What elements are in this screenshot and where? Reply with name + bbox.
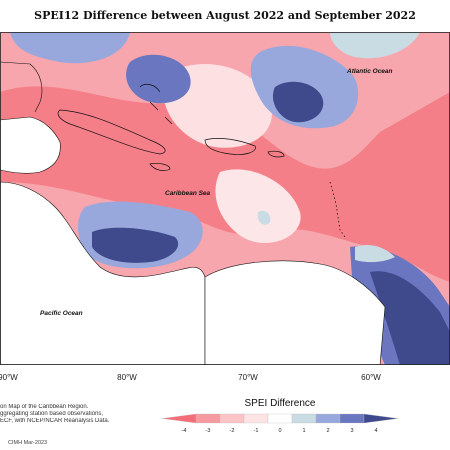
legend-tick-label: 1 <box>302 428 305 434</box>
legend-swatch <box>161 413 197 424</box>
legend-swatch <box>363 413 399 424</box>
legend-title: SPEI Difference <box>244 398 316 409</box>
wet-core-atlantic <box>272 81 324 123</box>
legend-tick-label: -3 <box>206 428 211 434</box>
legend-tick-label: 2 <box>326 428 329 434</box>
credit-line: ggregating station based observations, <box>0 411 104 417</box>
wet-area-small <box>257 210 271 225</box>
spei-map: Atlantic Ocean Caribbean Sea Pacific Oce… <box>0 32 450 365</box>
land-south-america <box>204 260 386 365</box>
land-florida <box>0 61 43 113</box>
footer-text: CIMH Mar-2023 <box>8 440 48 446</box>
longitude-tick: 80°W <box>117 373 137 382</box>
label-atlantic-ocean: Atlantic Ocean <box>346 68 393 75</box>
wet-area-central-america-core <box>92 227 179 263</box>
longitude-tick: 70°W <box>238 373 258 382</box>
wet-area-guianas-core <box>370 271 450 365</box>
land-bahamas <box>139 83 173 125</box>
legend-swatch <box>267 413 293 424</box>
legend-swatch <box>243 413 269 424</box>
longitude-tick: 90°W <box>0 373 18 382</box>
legend-tick-label: -2 <box>230 428 235 434</box>
credit-line: on Map of the Caribbean Region. <box>0 404 89 410</box>
wet-area-bahamas <box>126 54 191 104</box>
wet-area-northeast <box>330 32 420 59</box>
wet-area-guianas-edge <box>355 245 395 263</box>
legend-swatch <box>291 413 317 424</box>
label-pacific-ocean: Pacific Ocean <box>40 310 83 317</box>
legend-swatch <box>219 413 245 424</box>
wet-area-north <box>10 32 130 64</box>
legend-tick-label: 0 <box>278 428 281 434</box>
credit-text: on Map of the Caribbean Region. ggregati… <box>0 404 110 425</box>
land-north-america <box>0 116 61 174</box>
land-hispaniola <box>204 138 256 155</box>
credit-line: ECF, with NCEP/NCAR Reanalysis Data. <box>0 418 110 424</box>
land-central-america <box>0 181 206 365</box>
land-jamaica <box>149 163 171 171</box>
land-lesser-antilles <box>329 181 346 238</box>
light-pink-patch <box>215 169 301 243</box>
light-pink-patch <box>163 63 272 148</box>
label-caribbean-sea: Caribbean Sea <box>165 190 211 197</box>
land-puerto-rico <box>267 150 285 158</box>
legend-tick-label: -1 <box>254 428 259 434</box>
legend-colorbar: -4 -3 -2 -1 0 1 2 3 4 <box>161 413 399 434</box>
legend-swatch <box>339 413 365 424</box>
land-cuba <box>57 109 166 155</box>
legend-swatch <box>195 413 221 424</box>
map-title: SPEI12 Difference between August 2022 an… <box>34 9 416 22</box>
legend-tick-label: 4 <box>374 428 377 434</box>
legend-tick-label: 3 <box>350 428 353 434</box>
legend-swatch <box>315 413 341 424</box>
longitude-tick: 60°W <box>361 373 381 382</box>
legend-tick-label: -4 <box>182 428 187 434</box>
